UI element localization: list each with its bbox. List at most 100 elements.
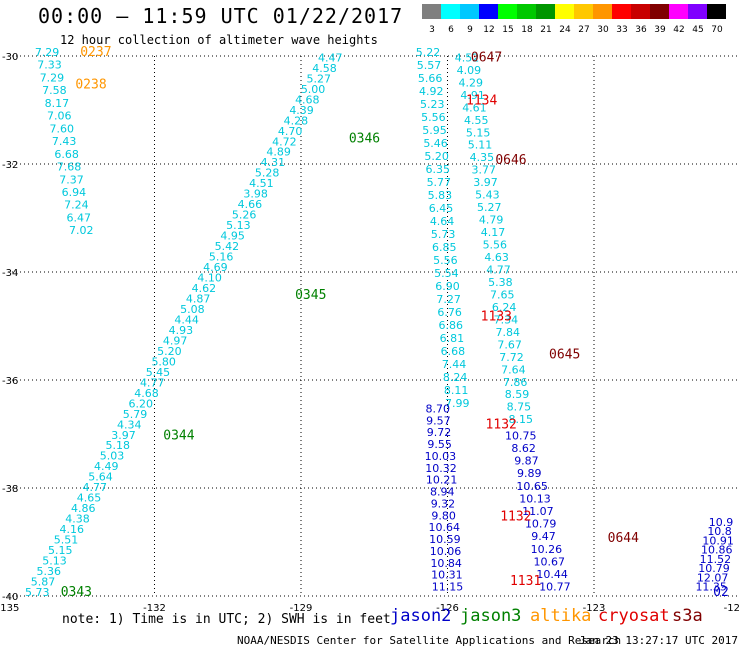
- x-tick-label: -135: [0, 603, 19, 614]
- wave-height-value: 8.24: [443, 371, 468, 384]
- pass-time-label: 0238: [75, 77, 106, 92]
- legend-jason2: jason2: [390, 606, 452, 626]
- wave-height-value: 4.70: [278, 125, 303, 138]
- pass-time-label: 0344: [163, 428, 194, 443]
- scale-label: 21: [540, 25, 551, 34]
- pass-time-label: 0647: [471, 50, 502, 65]
- scale-label: 33: [616, 25, 627, 34]
- wave-height-value: 4.39: [289, 104, 314, 117]
- wave-height-value: 5.08: [180, 303, 205, 316]
- wave-height-value: 10.91: [702, 534, 734, 547]
- x-tick-label: -126: [436, 603, 459, 614]
- wave-height-value: 5.13: [42, 555, 67, 568]
- wave-height-value: 5.56: [433, 254, 458, 267]
- wave-height-value: 9.87: [514, 455, 539, 468]
- wave-height-value: 8.59: [505, 388, 530, 401]
- wave-height-value: 8.94: [430, 486, 455, 499]
- wave-height-value: 10.84: [430, 557, 462, 570]
- wave-height-value: 4.09: [457, 64, 482, 77]
- wave-height-value: 4.89: [266, 146, 291, 159]
- pass-time-label: 1133: [481, 310, 512, 325]
- wave-height-value: 7.43: [52, 135, 77, 148]
- wave-height-value: 6.45: [429, 202, 454, 215]
- wave-height-value: 6.24: [492, 301, 517, 314]
- wave-height-value: 10.86: [701, 544, 733, 557]
- wave-height-value: 4.28: [284, 114, 309, 127]
- footer-note: note: 1) Time is in UTC; 2) SWH is in fe…: [62, 612, 391, 627]
- wave-height-value: 5.00: [301, 83, 326, 96]
- wave-height-value: 5.20: [424, 150, 449, 163]
- scale-swatch: [555, 4, 574, 19]
- wave-height-value: 4.63: [484, 251, 509, 264]
- wave-height-value: 4.68: [295, 93, 320, 106]
- wave-height-value: 5.27: [307, 72, 332, 85]
- wave-height-value: 10.64: [428, 521, 460, 534]
- wave-height-value: 5.42: [215, 240, 240, 253]
- wave-height-value: 7.99: [445, 397, 470, 410]
- wave-height-value: 5.46: [423, 137, 448, 150]
- wave-height-value: 10.65: [516, 480, 548, 493]
- scale-label: 3: [429, 25, 435, 34]
- wave-height-value: 8.17: [45, 97, 70, 110]
- wave-height-value: 4.16: [60, 523, 85, 536]
- wave-height-value: 7.60: [49, 122, 74, 135]
- wave-height-value: 4.97: [163, 334, 188, 347]
- scale-label: 24: [559, 25, 571, 34]
- wave-height-value: 4.51: [249, 177, 274, 190]
- wave-height-value: 10.8: [707, 525, 732, 538]
- wave-height-value: 5.15: [466, 126, 491, 139]
- y-tick-label: -40: [2, 592, 18, 603]
- scale-swatch: [688, 4, 707, 19]
- wave-height-value: 4.35: [470, 151, 495, 164]
- wave-height-value: 10.21: [426, 474, 458, 487]
- wave-height-value: 4.79: [479, 214, 504, 227]
- pass-time-label: 1134: [466, 94, 497, 109]
- wave-height-value: 5.45: [146, 366, 171, 379]
- wave-height-value: 4.10: [197, 272, 222, 285]
- wave-height-value: 10.9: [709, 516, 734, 529]
- wave-height-value: 7.58: [42, 84, 67, 97]
- wave-height-value: 5.28: [255, 167, 280, 180]
- wave-height-value: 10.44: [536, 568, 568, 581]
- wave-height-value: 4.31: [261, 156, 286, 169]
- wave-height-value: 7.02: [69, 224, 94, 237]
- wave-height-value: 6.81: [440, 332, 465, 345]
- legend-cryosat: cryosat: [598, 606, 670, 626]
- wave-height-value: 5.79: [123, 408, 148, 421]
- chart-subtitle: 12 hour collection of altimeter wave hei…: [60, 33, 378, 47]
- wave-height-value: 4.62: [192, 282, 217, 295]
- wave-height-value: 7.64: [501, 363, 526, 376]
- wave-height-value: 4.61: [462, 101, 487, 114]
- x-tick-label: -120: [724, 603, 740, 614]
- scale-label: 12: [483, 25, 494, 34]
- pass-time-label: 0237: [80, 45, 111, 60]
- wave-height-value: 10.31: [431, 569, 463, 582]
- wave-height-value: 5.38: [488, 276, 513, 289]
- wave-height-value: 4.91: [460, 89, 485, 102]
- wave-height-value: 4.72: [272, 135, 297, 148]
- scale-swatch: [460, 4, 479, 19]
- wave-height-value: 10.67: [533, 555, 565, 568]
- wave-height-value: 8.70: [425, 402, 450, 415]
- scale-swatch: [479, 4, 498, 19]
- pass-time-label: 02: [713, 585, 729, 600]
- wave-height-value: 4.52: [455, 51, 480, 64]
- scale-label: 30: [597, 25, 609, 34]
- pass-time-label: 1132: [486, 418, 517, 433]
- scale-swatch: [574, 4, 593, 19]
- wave-height-value: 8.11: [444, 384, 469, 397]
- wave-height-value: 4.86: [71, 502, 96, 515]
- scale-label: 6: [448, 25, 454, 34]
- legend-altika: altika: [530, 606, 592, 626]
- wave-height-value: 5.56: [421, 111, 446, 124]
- wave-height-value: 5.57: [417, 59, 442, 72]
- scale-swatch: [707, 4, 726, 19]
- scale-swatch: [631, 4, 650, 19]
- wave-height-value: 9.32: [431, 497, 456, 510]
- wave-height-value: 9.80: [431, 509, 456, 522]
- wave-height-value: 10.75: [505, 429, 537, 442]
- scale-label: 15: [502, 25, 513, 34]
- wave-height-value: 7.34: [494, 313, 519, 326]
- wave-height-value: 5.77: [427, 176, 452, 189]
